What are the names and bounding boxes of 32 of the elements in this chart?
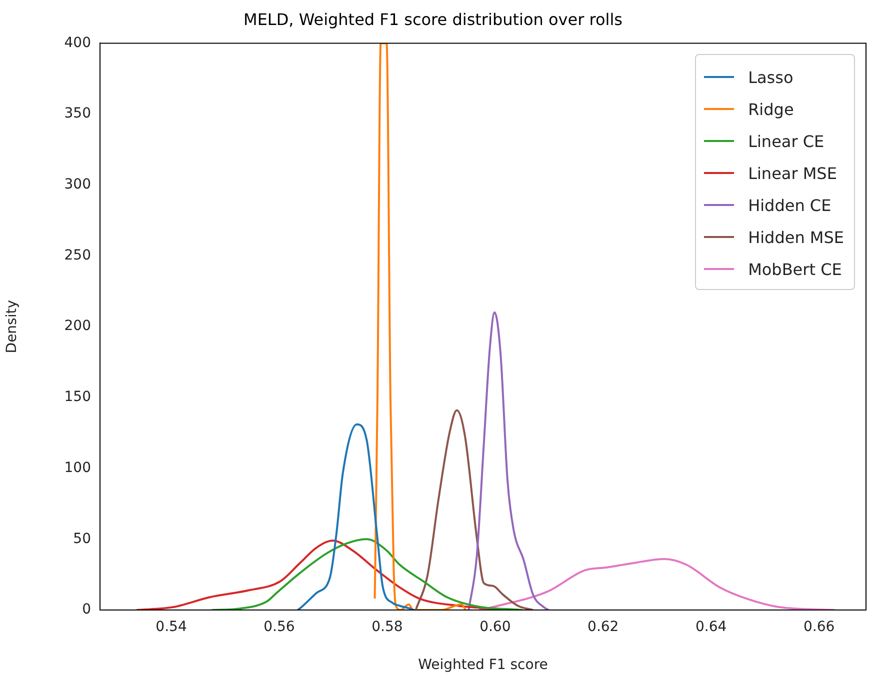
x-tick-label: 0.64 [695, 619, 727, 636]
y-tick-label: 400 [64, 34, 91, 51]
line-series [414, 409, 534, 610]
x-tick-label: 0.54 [156, 619, 187, 636]
y-tick-label: 50 [73, 530, 91, 547]
legend-label: Linear MSE [748, 164, 837, 182]
x-tick-label: 0.60 [480, 619, 511, 636]
legend-label: Hidden MSE [748, 228, 844, 246]
x-tick-label: 0.66 [803, 619, 835, 636]
x-axis-title: Weighted F1 score [418, 657, 548, 674]
line-series [478, 558, 836, 610]
line-series [374, 43, 466, 610]
chart-title: MELD, Weighted F1 score distribution over rolls [244, 10, 622, 29]
x-tick-label: 0.56 [264, 619, 295, 636]
y-tick-label: 300 [64, 176, 91, 193]
legend-label: Ridge [748, 100, 794, 118]
y-tick-label: 350 [64, 106, 91, 122]
line-series [468, 311, 550, 610]
legend-label: Hidden CE [748, 196, 832, 214]
y-tick-label: 200 [64, 318, 91, 334]
line-series [296, 423, 416, 610]
y-tick-label: 250 [64, 247, 91, 264]
legend-label: Linear CE [748, 132, 824, 150]
y-tick-label: 0 [82, 602, 91, 618]
legend-label: Lasso [748, 68, 794, 86]
line-series [210, 538, 524, 610]
y-axis-title: Density [4, 300, 20, 354]
y-tick-label: 100 [64, 460, 91, 476]
legend-label: MobBert CE [748, 260, 842, 278]
x-tick-label: 0.58 [372, 619, 403, 636]
x-tick-label: 0.62 [588, 619, 619, 636]
y-tick-label: 150 [64, 389, 91, 406]
